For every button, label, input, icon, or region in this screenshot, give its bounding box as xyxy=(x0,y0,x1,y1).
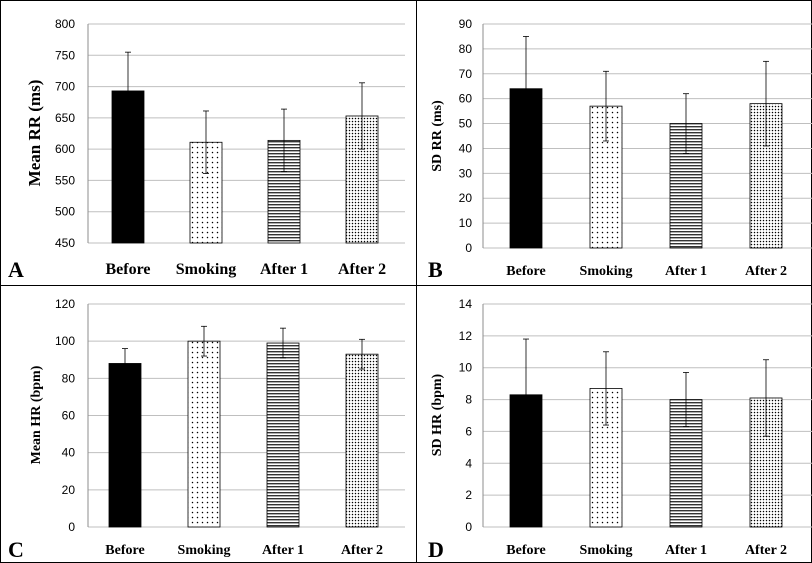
y-tick-label: 0 xyxy=(465,241,472,255)
panel-c: 0 20 40 60 80 100 120 Before Smoking After 1 After… xyxy=(8,297,405,562)
y-tick-label: 8 xyxy=(465,393,472,407)
panel-a: 450 500 550 600 650 700 750 800 Before Smoking Aft… xyxy=(8,17,405,282)
y-tick-label: 90 xyxy=(459,17,473,31)
x-category-label: Before xyxy=(105,543,144,558)
y-tick-label: 2 xyxy=(465,488,472,502)
y-tick-label: 100 xyxy=(55,334,75,348)
y-axis-title: Mean HR (bpm) xyxy=(29,365,44,464)
y-tick-label: 60 xyxy=(62,409,76,423)
y-axis-title: SD RR (ms) xyxy=(430,100,445,172)
y-tick-label: 6 xyxy=(465,424,472,438)
y-tick-label: 0 xyxy=(68,520,75,534)
y-tick-label: 40 xyxy=(62,446,76,460)
x-category-label: After 1 xyxy=(665,543,707,558)
y-tick-label: 700 xyxy=(55,80,75,94)
bar-b-after-1 xyxy=(669,123,703,249)
y-tick-label: 80 xyxy=(459,42,473,56)
y-tick-label: 80 xyxy=(62,371,76,385)
x-category-label: After 2 xyxy=(745,264,787,279)
x-category-label: After 2 xyxy=(341,543,383,558)
bar-c-before xyxy=(108,363,142,528)
y-tick-label: 750 xyxy=(55,48,75,62)
y-tick-label: 70 xyxy=(459,67,473,81)
x-category-label: After 1 xyxy=(262,543,304,558)
y-tick-label: 600 xyxy=(55,142,75,156)
panel-letter: D xyxy=(428,537,444,562)
y-tick-label: 12 xyxy=(459,329,473,343)
x-category-label: Before xyxy=(506,543,545,558)
y-axis-title: SD HR (bpm) xyxy=(430,373,445,456)
x-category-label: After 1 xyxy=(665,264,707,279)
y-tick-label: 450 xyxy=(55,236,75,250)
y-tick-label: 20 xyxy=(459,191,473,205)
x-category-label: Smoking xyxy=(580,264,633,279)
x-category-label: After 2 xyxy=(338,261,386,278)
y-tick-label: 50 xyxy=(459,117,473,131)
x-category-label: Smoking xyxy=(176,261,236,278)
bar-c-after-1 xyxy=(266,342,300,528)
y-tick-label: 10 xyxy=(459,361,473,375)
y-tick-label: 4 xyxy=(465,456,472,470)
x-category-label: Before xyxy=(506,264,545,279)
y-tick-label: 0 xyxy=(465,520,472,534)
panel-letter: A xyxy=(8,257,24,282)
x-category-label: Before xyxy=(105,261,150,278)
y-tick-label: 14 xyxy=(459,297,473,311)
y-tick-label: 800 xyxy=(55,17,75,31)
bar-c-smoking xyxy=(187,340,221,528)
panel-letter: C xyxy=(8,537,24,562)
x-category-label: After 1 xyxy=(260,261,308,278)
y-tick-label: 550 xyxy=(55,173,75,187)
bar-c-after-2 xyxy=(345,353,379,528)
panel-d: 0 2 4 6 8 10 12 14 Before Smoking After 1 After 2 SD… xyxy=(428,297,812,562)
panel-letter: B xyxy=(428,257,443,282)
y-tick-label: 650 xyxy=(55,111,75,125)
y-tick-label: 20 xyxy=(62,483,76,497)
y-tick-label: 10 xyxy=(459,216,473,230)
y-tick-label: 120 xyxy=(55,297,75,311)
panel-b: 0 10 20 30 40 50 60 70 80 90 Before Smoking After 1 A… xyxy=(428,17,812,282)
y-tick-label: 30 xyxy=(459,166,473,180)
y-axis-title: Mean RR (ms) xyxy=(25,80,44,187)
x-category-label: After 2 xyxy=(745,543,787,558)
y-tick-label: 60 xyxy=(459,92,473,106)
x-category-label: Smoking xyxy=(580,543,633,558)
y-tick-label: 40 xyxy=(459,141,473,155)
x-category-label: Smoking xyxy=(178,543,231,558)
y-tick-label: 500 xyxy=(55,205,75,219)
